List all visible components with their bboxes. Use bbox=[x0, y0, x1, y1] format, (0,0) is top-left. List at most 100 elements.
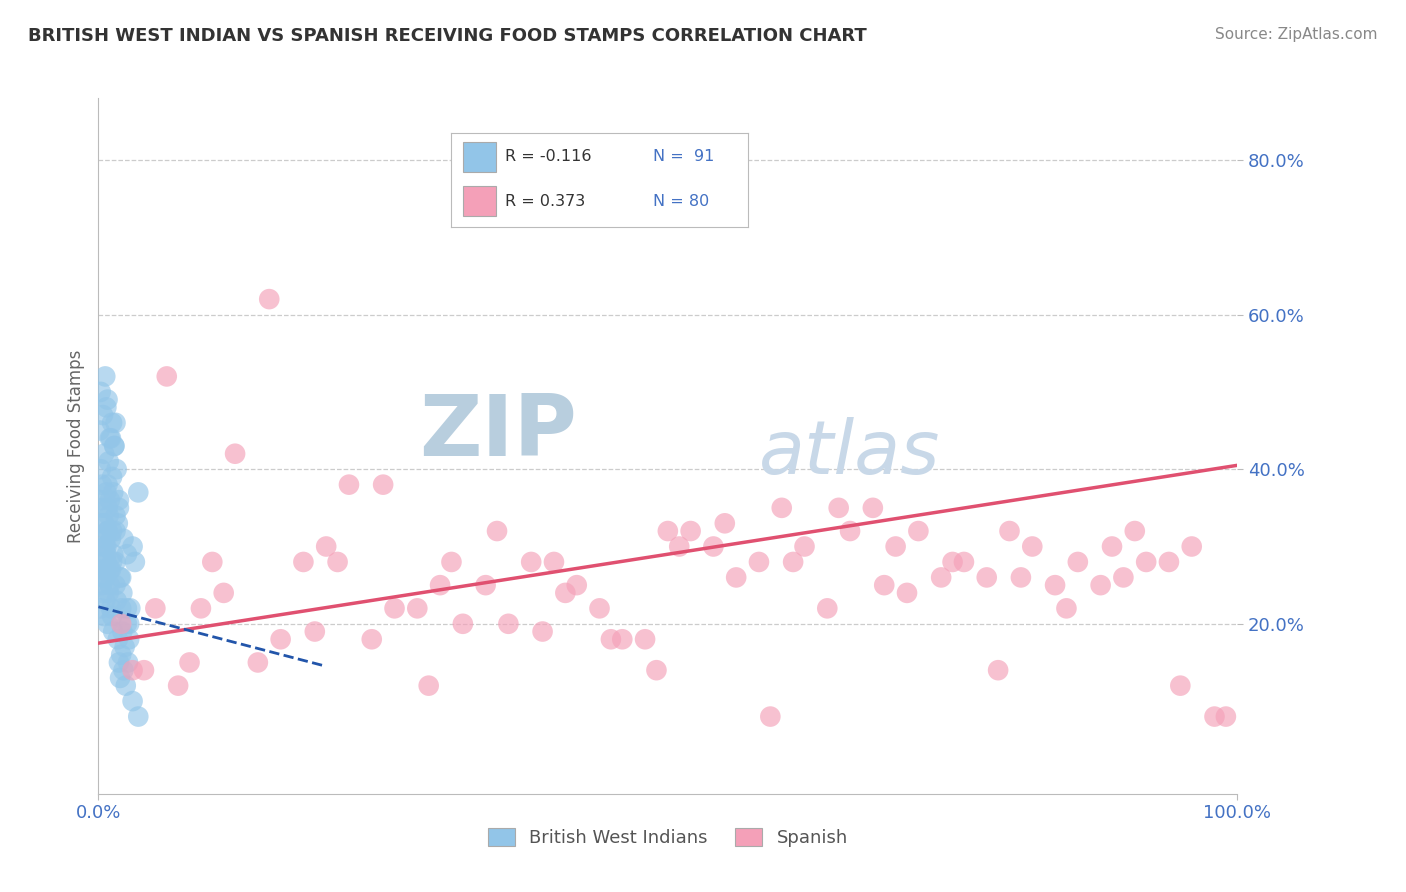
Text: atlas: atlas bbox=[759, 417, 941, 489]
Legend: British West Indians, Spanish: British West Indians, Spanish bbox=[481, 821, 855, 855]
Point bbox=[612, 632, 634, 647]
Point bbox=[96, 555, 118, 569]
Point bbox=[725, 570, 748, 584]
Point bbox=[862, 500, 884, 515]
Point bbox=[91, 586, 114, 600]
Point bbox=[224, 447, 246, 461]
Point bbox=[104, 555, 127, 569]
Point bbox=[110, 616, 132, 631]
Point bbox=[98, 431, 121, 445]
Point bbox=[94, 540, 117, 554]
Point bbox=[132, 663, 155, 677]
Point bbox=[98, 493, 121, 508]
Point bbox=[315, 540, 337, 554]
Text: BRITISH WEST INDIAN VS SPANISH RECEIVING FOOD STAMPS CORRELATION CHART: BRITISH WEST INDIAN VS SPANISH RECEIVING… bbox=[28, 27, 868, 45]
Point bbox=[111, 624, 134, 639]
Text: Source: ZipAtlas.com: Source: ZipAtlas.com bbox=[1215, 27, 1378, 42]
Point bbox=[101, 609, 124, 624]
Point bbox=[384, 601, 406, 615]
Point bbox=[1204, 709, 1226, 723]
Point bbox=[1067, 555, 1090, 569]
Point bbox=[110, 601, 132, 615]
Point bbox=[108, 656, 131, 670]
Point bbox=[179, 656, 201, 670]
Point bbox=[127, 709, 149, 723]
Point bbox=[371, 477, 394, 491]
Point bbox=[976, 570, 998, 584]
Point bbox=[406, 601, 429, 615]
Point bbox=[96, 547, 118, 561]
Point bbox=[115, 547, 138, 561]
Point bbox=[259, 292, 281, 306]
Point bbox=[96, 524, 118, 538]
Point bbox=[90, 601, 112, 615]
Point bbox=[93, 609, 115, 624]
Point bbox=[896, 586, 918, 600]
Point bbox=[101, 416, 124, 430]
Point bbox=[212, 586, 235, 600]
Point bbox=[1215, 709, 1237, 723]
Point bbox=[121, 663, 143, 677]
Point bbox=[554, 586, 576, 600]
Point bbox=[108, 570, 131, 584]
Point bbox=[1101, 540, 1123, 554]
Point bbox=[1170, 679, 1192, 693]
Point bbox=[93, 447, 115, 461]
Point bbox=[292, 555, 315, 569]
Point bbox=[1181, 540, 1204, 554]
Point bbox=[96, 477, 118, 491]
Point bbox=[90, 477, 112, 491]
Point bbox=[110, 570, 132, 584]
Point bbox=[103, 624, 125, 639]
Point bbox=[120, 601, 142, 615]
Point bbox=[101, 470, 124, 484]
Point bbox=[531, 624, 554, 639]
Point bbox=[167, 679, 190, 693]
Point bbox=[565, 578, 588, 592]
Point bbox=[108, 493, 131, 508]
Point bbox=[98, 563, 121, 577]
Point bbox=[104, 508, 127, 523]
Point bbox=[770, 500, 793, 515]
Point bbox=[89, 424, 111, 438]
Point bbox=[190, 601, 212, 615]
Point bbox=[91, 500, 114, 515]
Point bbox=[103, 485, 125, 500]
Point bbox=[97, 454, 120, 468]
Point bbox=[998, 524, 1021, 538]
Point bbox=[90, 570, 112, 584]
Point bbox=[702, 540, 724, 554]
Point bbox=[107, 632, 129, 647]
Point bbox=[201, 555, 224, 569]
Point bbox=[112, 532, 135, 546]
Y-axis label: Receiving Food Stamps: Receiving Food Stamps bbox=[66, 350, 84, 542]
Point bbox=[100, 431, 122, 445]
Point bbox=[1010, 570, 1032, 584]
Point bbox=[451, 616, 474, 631]
Point bbox=[94, 570, 117, 584]
Text: ZIP: ZIP bbox=[419, 391, 576, 474]
Point bbox=[987, 663, 1010, 677]
Point bbox=[114, 679, 136, 693]
Point bbox=[118, 616, 141, 631]
Point bbox=[679, 524, 702, 538]
Point bbox=[97, 508, 120, 523]
Point bbox=[90, 462, 112, 476]
Point bbox=[101, 524, 124, 538]
Point bbox=[96, 500, 118, 515]
Point bbox=[1043, 578, 1066, 592]
Point bbox=[93, 516, 115, 531]
Point bbox=[100, 601, 122, 615]
Point bbox=[108, 500, 131, 515]
Point bbox=[360, 632, 382, 647]
Point bbox=[634, 632, 657, 647]
Point bbox=[96, 392, 118, 407]
Point bbox=[100, 563, 122, 577]
Point bbox=[337, 477, 360, 491]
Point bbox=[97, 586, 120, 600]
Point bbox=[1021, 540, 1043, 554]
Point bbox=[1090, 578, 1112, 592]
Point bbox=[94, 532, 117, 546]
Point bbox=[96, 616, 118, 631]
Point bbox=[953, 555, 976, 569]
